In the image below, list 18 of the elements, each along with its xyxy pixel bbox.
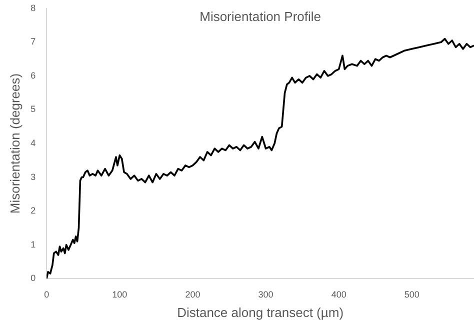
y-tick-label: 3 (30, 172, 36, 182)
y-tick-label: 4 (30, 138, 36, 148)
y-tick-label: 8 (30, 2, 36, 13)
y-tick-label: 1 (30, 239, 36, 250)
y-tick-label: 7 (30, 36, 36, 47)
y-tick-label: 2 (30, 206, 36, 216)
y-tick-label: 5 (30, 104, 36, 114)
x-tick-label: 200 (185, 289, 200, 300)
chart-title: Misorientation Profile (200, 8, 321, 24)
x-tick-label: 100 (112, 289, 128, 300)
y-tick-label: 6 (30, 70, 36, 80)
y-axis-title: Misorientation (degrees) (7, 73, 22, 214)
x-axis-title: Distance along transect (µm) (177, 304, 344, 320)
x-tick-label: 500 (404, 289, 420, 300)
x-tick-label: 300 (258, 289, 274, 300)
x-tick-label: 0 (44, 289, 50, 300)
y-tick-label: 0 (30, 273, 36, 284)
x-tick-label: 400 (331, 289, 346, 300)
